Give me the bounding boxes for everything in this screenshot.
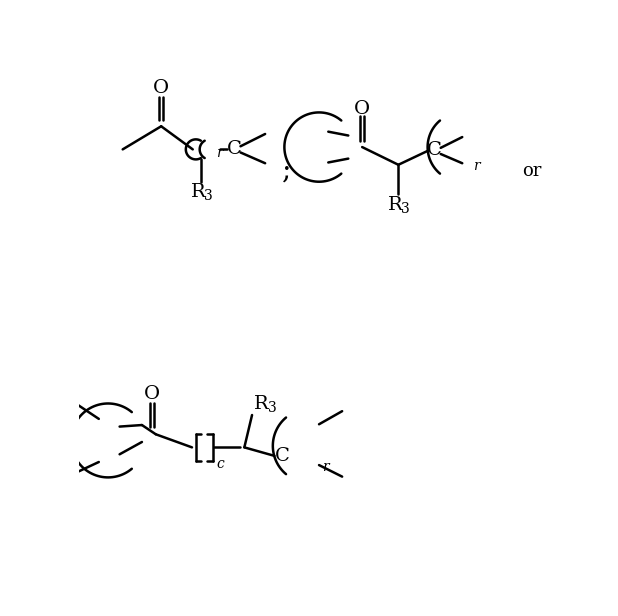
Text: O: O	[354, 100, 370, 118]
Text: r: r	[473, 160, 480, 173]
Text: C: C	[227, 140, 242, 158]
Text: C: C	[427, 141, 442, 159]
Text: c: c	[216, 456, 224, 471]
Text: O: O	[144, 385, 160, 403]
Text: r: r	[322, 460, 329, 474]
Text: r: r	[216, 146, 223, 160]
Text: R: R	[254, 395, 269, 413]
Text: 3: 3	[401, 201, 410, 216]
Text: 3: 3	[204, 189, 213, 203]
Text: R: R	[191, 184, 206, 201]
Text: 3: 3	[268, 401, 276, 415]
Text: O: O	[153, 79, 169, 97]
Text: ;: ;	[282, 158, 291, 184]
Text: or: or	[522, 162, 541, 180]
Text: R: R	[388, 196, 403, 214]
Text: C: C	[274, 447, 289, 465]
